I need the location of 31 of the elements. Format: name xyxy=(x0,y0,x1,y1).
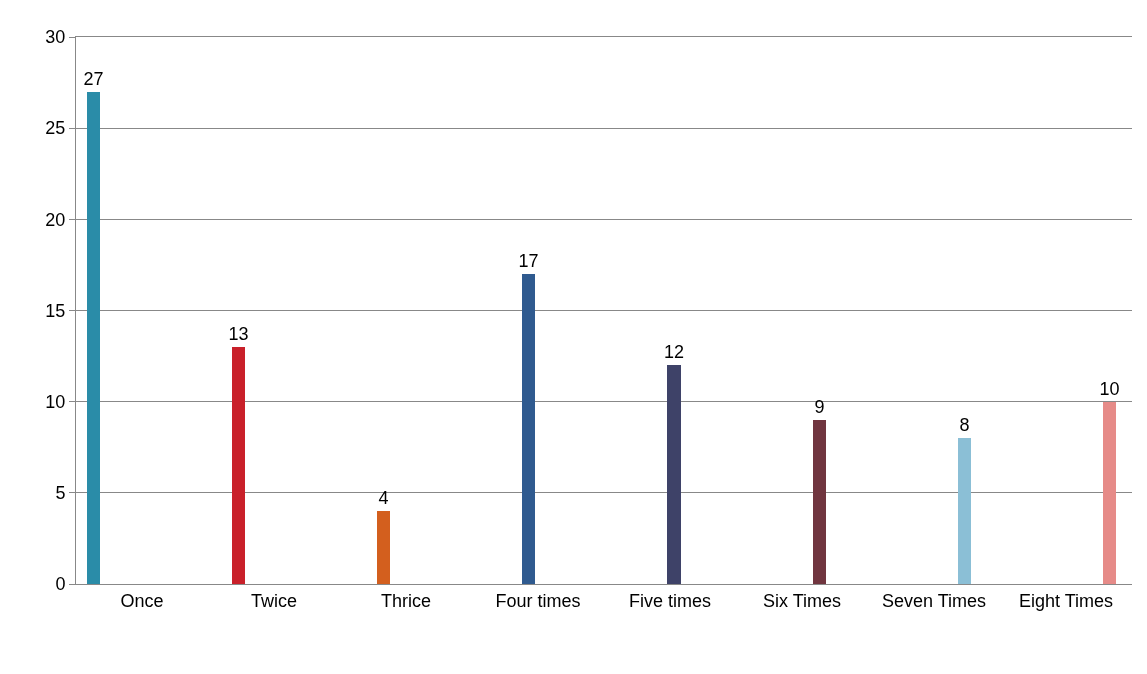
bar xyxy=(667,365,681,584)
y-tick-label: 5 xyxy=(55,483,66,504)
data-label: 9 xyxy=(814,397,825,417)
data-label: 12 xyxy=(663,342,685,362)
x-tick-label: Seven Times xyxy=(881,590,987,611)
x-tick-label: Five times xyxy=(628,590,712,611)
bar xyxy=(1103,402,1116,584)
data-label: 8 xyxy=(959,415,970,435)
bar xyxy=(522,274,535,584)
bar xyxy=(377,511,390,584)
bar xyxy=(813,420,826,584)
data-label: 13 xyxy=(228,324,249,344)
x-tick-label: Twice xyxy=(250,590,298,611)
bar xyxy=(232,347,245,584)
x-tick-label: Once xyxy=(120,590,164,611)
x-tick-label: Thrice xyxy=(380,590,432,611)
y-tick-label: 10 xyxy=(45,391,66,412)
y-tick-label: 30 xyxy=(45,27,66,48)
y-tick-label: 25 xyxy=(45,118,66,139)
data-label: 27 xyxy=(83,69,104,89)
data-label: 10 xyxy=(1099,379,1120,399)
bar xyxy=(958,438,971,584)
y-tick-label: 0 xyxy=(55,574,66,595)
data-label: 17 xyxy=(518,251,539,271)
bar xyxy=(87,92,100,584)
data-label: 4 xyxy=(378,488,389,508)
x-tick-label: Four times xyxy=(495,590,581,611)
x-tick-label: Six Times xyxy=(762,590,842,611)
x-tick-label: Eight Times xyxy=(1018,590,1114,611)
y-tick-label: 20 xyxy=(45,209,66,230)
y-tick-label: 15 xyxy=(45,300,66,321)
